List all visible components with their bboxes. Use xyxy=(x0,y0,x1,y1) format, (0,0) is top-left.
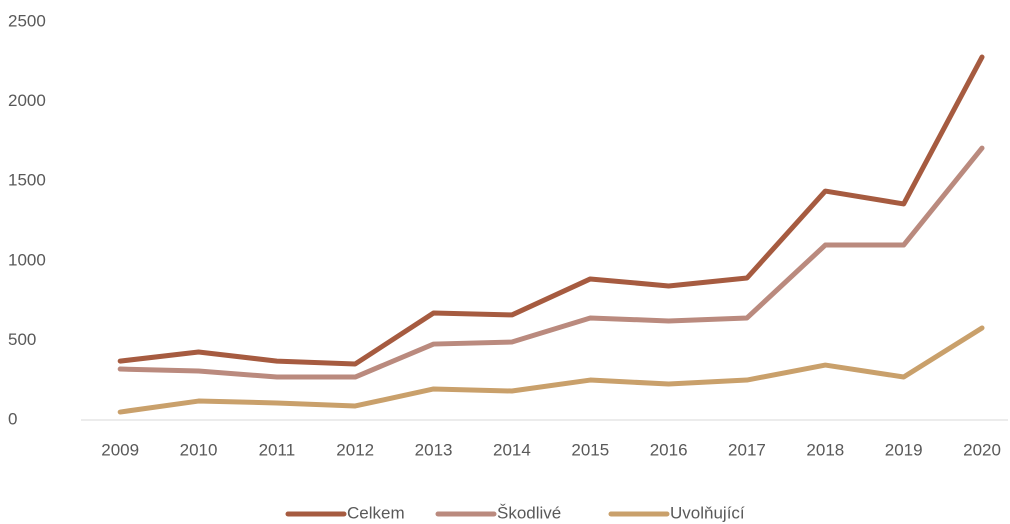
x-tick-label: 2018 xyxy=(806,440,844,459)
x-tick-label: 2014 xyxy=(493,440,531,459)
x-tick-label: 2016 xyxy=(650,440,688,459)
series-line xyxy=(117,54,985,367)
y-tick-label: 1000 xyxy=(8,250,46,269)
y-tick-label: 2000 xyxy=(8,91,46,110)
x-tick-label: 2019 xyxy=(885,440,923,459)
series-line xyxy=(117,145,985,380)
y-tick-label: 1500 xyxy=(8,171,46,190)
x-tick-label: 2020 xyxy=(963,440,1001,459)
x-tick-label: 2017 xyxy=(728,440,766,459)
y-tick-label: 2500 xyxy=(8,11,46,30)
legend-label: Celkem xyxy=(347,503,405,522)
x-tick-label: 2012 xyxy=(336,440,374,459)
x-tick-label: 2011 xyxy=(259,440,296,459)
x-tick-label: 2010 xyxy=(180,440,218,459)
series-line xyxy=(117,325,985,415)
x-tick-label: 2013 xyxy=(415,440,453,459)
legend-label: Škodlivé xyxy=(497,503,561,522)
y-tick-label: 0 xyxy=(8,409,17,428)
y-tick-label: 500 xyxy=(8,330,36,349)
x-tick-label: 2015 xyxy=(571,440,609,459)
x-tick-label: 2009 xyxy=(101,440,139,459)
legend-label: Uvolňující xyxy=(670,503,745,522)
